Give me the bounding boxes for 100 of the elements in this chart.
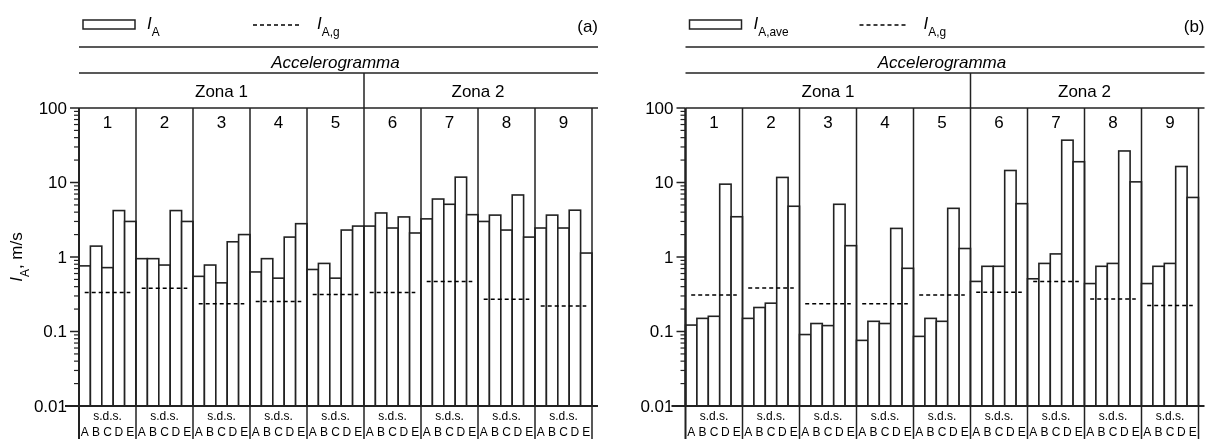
y-tick-label: 1 bbox=[57, 247, 67, 267]
x-tick-label: C bbox=[766, 425, 776, 439]
x-tick-label: A bbox=[137, 425, 146, 439]
text: s.d.s. bbox=[435, 409, 464, 423]
text: s.d.s. bbox=[699, 409, 729, 423]
text: s.d.s. bbox=[492, 409, 521, 423]
chart-title: (b) bbox=[1183, 17, 1205, 36]
x-tick-label: D bbox=[835, 425, 845, 439]
x-tick-label: C bbox=[937, 425, 947, 439]
x-tick-label: D bbox=[171, 425, 181, 439]
y-tick-label: 100 bbox=[38, 98, 67, 118]
x-tick-label: A bbox=[80, 425, 89, 439]
text: Zona 2 bbox=[1058, 82, 1111, 101]
x-tick-label: C bbox=[274, 425, 284, 439]
annotation: 8 bbox=[1108, 113, 1118, 132]
x-tick-label: A bbox=[1029, 425, 1038, 439]
annotation: 2 bbox=[766, 113, 776, 132]
text: s.d.s. bbox=[1155, 409, 1185, 423]
x-tick-label: B bbox=[548, 425, 557, 439]
text: s.d.s. bbox=[984, 409, 1014, 423]
legend-label: I$_{A}$ bbox=[147, 14, 160, 39]
annotation: 7 bbox=[1051, 113, 1061, 132]
x-tick-label: E bbox=[240, 425, 249, 439]
x-tick-label: B bbox=[1154, 425, 1163, 439]
x-tick-label: D bbox=[399, 425, 409, 439]
text: s.d.s. bbox=[93, 409, 122, 423]
x-tick-label: D bbox=[1063, 425, 1073, 439]
text: s.d.s. bbox=[264, 409, 293, 423]
legend-label: I$_{A,g}$ bbox=[317, 14, 340, 39]
x-tick-label: E bbox=[354, 425, 363, 439]
annotation: 9 bbox=[558, 113, 569, 132]
text: s.d.s. bbox=[1041, 409, 1071, 423]
x-tick-label: D bbox=[1177, 425, 1187, 439]
annotation: 7 bbox=[444, 113, 455, 132]
x-tick-label: A bbox=[1086, 425, 1095, 439]
x-tick-label: E bbox=[789, 425, 798, 439]
x-tick-label: A bbox=[422, 425, 431, 439]
text: s.d.s. bbox=[378, 409, 407, 423]
text: s.d.s. bbox=[756, 409, 786, 423]
x-tick-label: C bbox=[709, 425, 719, 439]
x-tick-label: A bbox=[479, 425, 488, 439]
x-tick-label: B bbox=[149, 425, 158, 439]
x-tick-label: D bbox=[892, 425, 902, 439]
x-tick-label: B bbox=[434, 425, 443, 439]
x-tick-label: C bbox=[103, 425, 113, 439]
x-tick-label: B bbox=[926, 425, 935, 439]
x-tick-label: A bbox=[858, 425, 867, 439]
x-tick-label: C bbox=[880, 425, 890, 439]
annotation: 4 bbox=[880, 113, 890, 132]
x-tick-label: D bbox=[778, 425, 788, 439]
text: s.d.s. bbox=[549, 409, 578, 423]
x-tick-label: E bbox=[525, 425, 534, 439]
y-tick-label: 0.01 bbox=[33, 396, 67, 416]
x-tick-label: C bbox=[331, 425, 341, 439]
x-tick-label: E bbox=[960, 425, 969, 439]
chart-title: (a) bbox=[577, 17, 598, 36]
x-tick-label: A bbox=[972, 425, 981, 439]
x-tick-label: B bbox=[377, 425, 386, 439]
text: s.d.s. bbox=[927, 409, 957, 423]
x-tick-label: A bbox=[801, 425, 810, 439]
x-tick-label: D bbox=[228, 425, 238, 439]
text: Zona 1 bbox=[195, 82, 248, 101]
x-tick-label: D bbox=[721, 425, 731, 439]
y-tick-label: 0.1 bbox=[649, 322, 674, 342]
x-tick-label: B bbox=[263, 425, 272, 439]
y-tick-label: 0.01 bbox=[640, 396, 674, 416]
x-tick-label: B bbox=[983, 425, 992, 439]
text: s.d.s. bbox=[870, 409, 900, 423]
annotation: 8 bbox=[501, 113, 512, 132]
x-tick-label: E bbox=[1017, 425, 1026, 439]
x-tick-label: A bbox=[915, 425, 924, 439]
x-tick-label: E bbox=[126, 425, 135, 439]
annotation: 1 bbox=[709, 113, 719, 132]
x-tick-label: A bbox=[365, 425, 374, 439]
x-tick-label: E bbox=[732, 425, 741, 439]
x-tick-label: D bbox=[1006, 425, 1016, 439]
annotation: 3 bbox=[216, 113, 227, 132]
x-tick-label: E bbox=[582, 425, 591, 439]
annotation: 5 bbox=[330, 113, 341, 132]
annotation: 5 bbox=[937, 113, 947, 132]
x-tick-label: A bbox=[194, 425, 203, 439]
x-tick-label: E bbox=[468, 425, 477, 439]
legend-label: I$_{A,g}$ bbox=[923, 14, 947, 39]
x-tick-label: B bbox=[206, 425, 215, 439]
annotation: 2 bbox=[159, 113, 170, 132]
annotation: 3 bbox=[823, 113, 833, 132]
x-tick-label: E bbox=[1188, 425, 1197, 439]
annotation: 6 bbox=[994, 113, 1004, 132]
y-tick-label: 10 bbox=[654, 173, 674, 193]
x-tick-label: E bbox=[411, 425, 420, 439]
x-tick-label: C bbox=[559, 425, 569, 439]
x-tick-label: C bbox=[1051, 425, 1061, 439]
text: s.d.s. bbox=[321, 409, 350, 423]
annotation: 4 bbox=[273, 113, 284, 132]
x-tick-label: B bbox=[1097, 425, 1106, 439]
x-tick-label: E bbox=[1074, 425, 1083, 439]
x-tick-label: B bbox=[755, 425, 764, 439]
annotation: 1 bbox=[102, 113, 113, 132]
x-tick-label: B bbox=[698, 425, 707, 439]
x-tick-label: B bbox=[869, 425, 878, 439]
